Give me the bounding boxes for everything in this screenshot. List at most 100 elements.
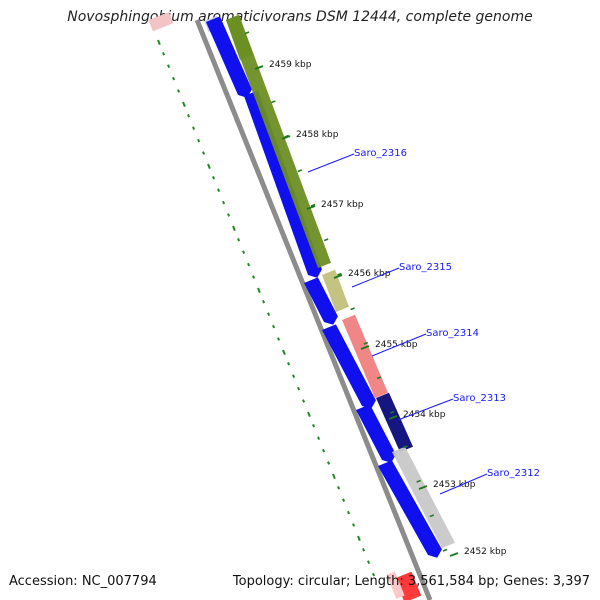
kbp-tick-label: 2452 kbp	[464, 547, 507, 557]
minor-tick	[310, 203, 316, 207]
minor-tick	[376, 376, 382, 380]
gc-dot	[232, 225, 236, 232]
gene-label[interactable]: Saro_2313	[453, 393, 506, 404]
minor-tick	[257, 65, 263, 69]
kbp-tick	[333, 274, 343, 279]
minor-tick	[297, 169, 303, 173]
gene-label-leader	[351, 267, 400, 288]
gc-dot	[217, 188, 221, 192]
gc-dot	[187, 114, 191, 118]
map-title: Novosphingobium aromaticivorans DSM 1244…	[67, 9, 533, 25]
feature-track	[226, 14, 455, 548]
gc-dot	[172, 76, 176, 81]
gene-arrow	[356, 404, 396, 463]
tick-track: 2459 kbp 2458 kbp 2457 kbp 2456 kbp 2455 kbp…	[244, 31, 507, 557]
gene-label-leader	[371, 333, 427, 357]
gc-dot	[262, 300, 266, 304]
gc-dot	[302, 399, 306, 403]
bottom-red-feature	[394, 571, 422, 600]
kbp-tick-label: 2455 kbp	[375, 340, 418, 350]
minor-tick	[429, 514, 435, 518]
kbp-tick-label: 2458 kbp	[296, 130, 339, 140]
gc-dot	[352, 523, 356, 527]
gc-dot	[252, 275, 256, 279]
feature-block	[226, 14, 253, 60]
kbp-tick-label: 2459 kbp	[269, 60, 312, 70]
gene-arrow	[244, 90, 322, 278]
kbp-tick	[306, 205, 316, 210]
minor-tick	[363, 341, 369, 345]
gc-dot	[167, 64, 171, 68]
feature-block	[342, 314, 388, 398]
kbp-tick	[388, 415, 398, 420]
gene-label[interactable]: Saro_2316	[354, 148, 407, 159]
kbp-tick-label: 2456 kbp	[348, 269, 391, 279]
gene-label-leader	[397, 398, 454, 421]
gc-dot	[297, 386, 301, 391]
minor-tick	[271, 100, 276, 104]
gc-dot	[307, 411, 311, 418]
gene-label-leader	[439, 473, 488, 495]
kbp-tick	[281, 135, 291, 140]
gene-arrow	[322, 324, 376, 409]
gc-dot	[317, 436, 321, 440]
minor-tick	[350, 307, 355, 311]
gene-label[interactable]: Saro_2315	[399, 262, 452, 273]
gc-dot	[357, 535, 361, 542]
kbp-tick	[449, 552, 459, 557]
gc-dot	[177, 89, 181, 93]
gc-dot	[237, 238, 241, 242]
gc-dot	[267, 312, 271, 316]
gc-dot	[202, 151, 206, 155]
feature-block	[392, 446, 455, 548]
accession-text: Accession: NC_007794	[9, 574, 157, 589]
kbp-tick	[418, 485, 428, 490]
gene-label[interactable]: Saro_2314	[426, 328, 479, 339]
gene-arrow	[378, 460, 442, 558]
gc-dot	[292, 374, 296, 378]
gene-label-track: Saro_2316 Saro_2315 Saro_2314 Saro_2313 Saro…	[307, 148, 540, 495]
gc-dot	[157, 39, 161, 46]
gc-dot	[272, 324, 276, 329]
gc-dot-track	[157, 39, 376, 577]
kbp-tick-label: 2457 kbp	[321, 200, 364, 210]
gc-dot	[312, 424, 316, 428]
gc-dot	[212, 176, 216, 180]
minor-tick	[323, 238, 329, 242]
gc-dot	[287, 362, 291, 366]
gc-dot	[192, 126, 196, 130]
gc-dot	[367, 560, 371, 564]
kbp-tick-label: 2454 kbp	[403, 410, 446, 420]
gc-dot	[197, 138, 201, 143]
minor-tick	[337, 272, 342, 276]
feature-block	[322, 269, 349, 312]
genome-summary-text: Topology: circular; Length: 3,561,584 bp…	[232, 574, 590, 589]
bottom-pink-feature	[386, 571, 405, 599]
gc-dot	[207, 163, 211, 170]
gc-dot	[372, 572, 376, 577]
gc-dot	[242, 250, 246, 254]
gene-label[interactable]: Saro_2312	[487, 468, 540, 479]
gene-arrow	[304, 277, 338, 325]
gc-dot	[222, 200, 226, 205]
gc-dot	[327, 461, 331, 465]
gc-dot	[257, 287, 261, 294]
gc-dot	[282, 349, 286, 356]
minor-tick	[442, 548, 448, 552]
gc-dot	[227, 213, 231, 217]
gene-arrow	[206, 16, 252, 98]
minor-tick	[389, 410, 395, 414]
gc-dot	[247, 262, 251, 267]
minor-tick	[284, 134, 289, 138]
gene-label-leader	[307, 153, 355, 173]
gc-dot	[332, 473, 336, 480]
backbone-line	[194, 19, 433, 600]
gc-dot	[342, 498, 346, 502]
minor-tick	[244, 31, 250, 35]
feature-block	[376, 392, 413, 452]
minor-tick	[416, 479, 421, 483]
gc-dot	[277, 337, 281, 341]
gc-dot	[337, 486, 341, 490]
gc-dot	[162, 52, 166, 56]
